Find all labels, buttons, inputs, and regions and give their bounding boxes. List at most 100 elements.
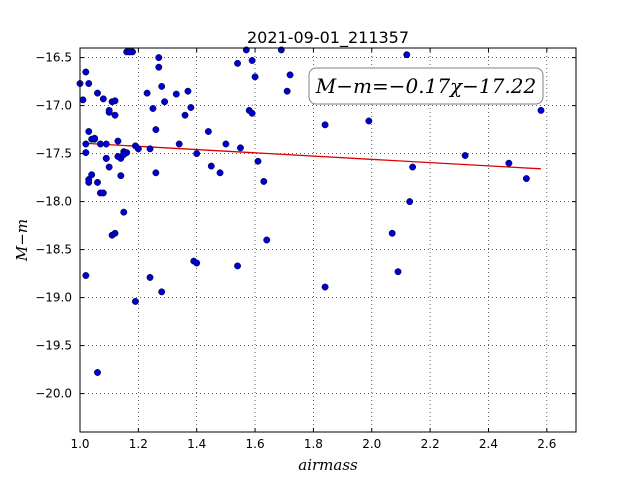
data-point xyxy=(85,128,93,135)
y-axis-ticks: −16.5 −17.0 −17.5 −18.0 −18.5 −19.0 −19.5 −20.0 xyxy=(35,51,576,401)
data-point xyxy=(88,171,96,179)
fit-annotation: M−m=−0.17χ−17.22 xyxy=(308,67,544,105)
y-tick-label: −19.0 xyxy=(35,291,72,305)
y-tick-label: −17.5 xyxy=(35,147,72,161)
data-point xyxy=(91,134,99,142)
x-tick-label: 1.2 xyxy=(129,437,148,451)
data-point xyxy=(207,162,215,170)
x-axis-label: airmass xyxy=(298,456,358,474)
data-point xyxy=(82,68,90,76)
data-point xyxy=(286,71,294,79)
data-point xyxy=(111,111,119,119)
data-point xyxy=(120,151,128,159)
data-point xyxy=(237,144,244,152)
data-point xyxy=(99,95,107,103)
data-point xyxy=(117,172,125,180)
data-point xyxy=(234,59,242,67)
data-point xyxy=(114,153,122,160)
y-tick-label: −18.0 xyxy=(35,195,72,209)
data-point xyxy=(94,178,101,186)
data-point xyxy=(134,145,142,153)
data-point xyxy=(222,140,230,148)
data-point xyxy=(102,154,110,162)
data-point xyxy=(105,163,113,171)
data-point xyxy=(79,96,87,104)
data-point xyxy=(120,208,128,216)
x-axis-ticks: 1.0 1.2 1.4 1.6 1.8 2.0 2.2 2.4 2.6 xyxy=(70,48,556,451)
data-point xyxy=(204,128,212,135)
data-point xyxy=(193,259,201,267)
data-point xyxy=(126,48,134,56)
data-point xyxy=(158,288,166,296)
y-tick-label: −16.5 xyxy=(35,51,72,65)
data-point xyxy=(181,111,189,119)
chart-title: 2021-09-01_211357 xyxy=(247,28,409,48)
x-tick-label: 1.6 xyxy=(246,437,265,451)
data-point xyxy=(149,105,157,112)
x-tick-label: 2.2 xyxy=(421,437,440,451)
data-point xyxy=(248,57,256,64)
x-tick-label: 1.0 xyxy=(70,437,89,451)
data-point xyxy=(403,51,411,59)
data-point xyxy=(131,297,139,305)
y-tick-label: −20.0 xyxy=(35,387,72,401)
data-point xyxy=(152,126,160,134)
data-point xyxy=(216,169,224,177)
data-point xyxy=(146,273,154,281)
grid xyxy=(79,48,576,432)
data-point xyxy=(461,152,469,159)
data-point xyxy=(234,262,242,270)
data-point xyxy=(105,106,113,114)
x-tick-label: 2.4 xyxy=(479,437,498,451)
data-point xyxy=(94,369,101,376)
data-point xyxy=(187,104,195,111)
data-point xyxy=(365,117,373,125)
data-point xyxy=(537,106,545,114)
y-tick-label: −19.5 xyxy=(35,339,72,353)
plot-area xyxy=(80,48,576,432)
data-point xyxy=(96,140,104,148)
data-point xyxy=(254,157,262,165)
data-point xyxy=(409,163,417,171)
data-point xyxy=(111,97,119,105)
data-point xyxy=(111,229,119,237)
y-tick-label: −17.0 xyxy=(35,99,72,113)
data-point xyxy=(260,177,268,185)
x-tick-label: 1.4 xyxy=(187,437,206,451)
fit-line-layer xyxy=(88,142,542,170)
y-axis-label: M−m xyxy=(13,219,31,262)
data-point xyxy=(102,140,110,148)
data-point xyxy=(321,121,329,129)
data-point xyxy=(394,268,402,276)
data-point xyxy=(158,82,166,90)
data-point xyxy=(82,140,90,148)
data-point xyxy=(175,140,183,148)
data-point xyxy=(193,150,201,158)
data-point xyxy=(283,87,291,95)
annotation-text: M−m=−0.17χ−17.22 xyxy=(315,74,536,98)
data-point xyxy=(85,80,93,87)
y-tick-label: −18.5 xyxy=(35,243,72,257)
data-point xyxy=(114,137,122,145)
data-point xyxy=(82,149,90,157)
data-point xyxy=(251,73,259,81)
data-point xyxy=(85,178,93,186)
fit-line xyxy=(88,142,542,170)
data-point xyxy=(161,98,169,106)
data-point xyxy=(152,169,160,177)
data-point xyxy=(263,236,271,244)
data-point xyxy=(184,87,192,95)
data-point xyxy=(406,198,414,206)
data-point xyxy=(172,90,180,98)
data-point xyxy=(94,89,101,97)
plot-frame xyxy=(79,47,577,433)
x-tick-label: 2.0 xyxy=(362,437,381,451)
data-point xyxy=(99,189,107,197)
data-point xyxy=(248,109,256,117)
annotation-box xyxy=(308,67,544,105)
data-points xyxy=(76,46,545,376)
data-point xyxy=(321,283,329,291)
data-point xyxy=(155,63,163,71)
data-point xyxy=(388,229,396,237)
